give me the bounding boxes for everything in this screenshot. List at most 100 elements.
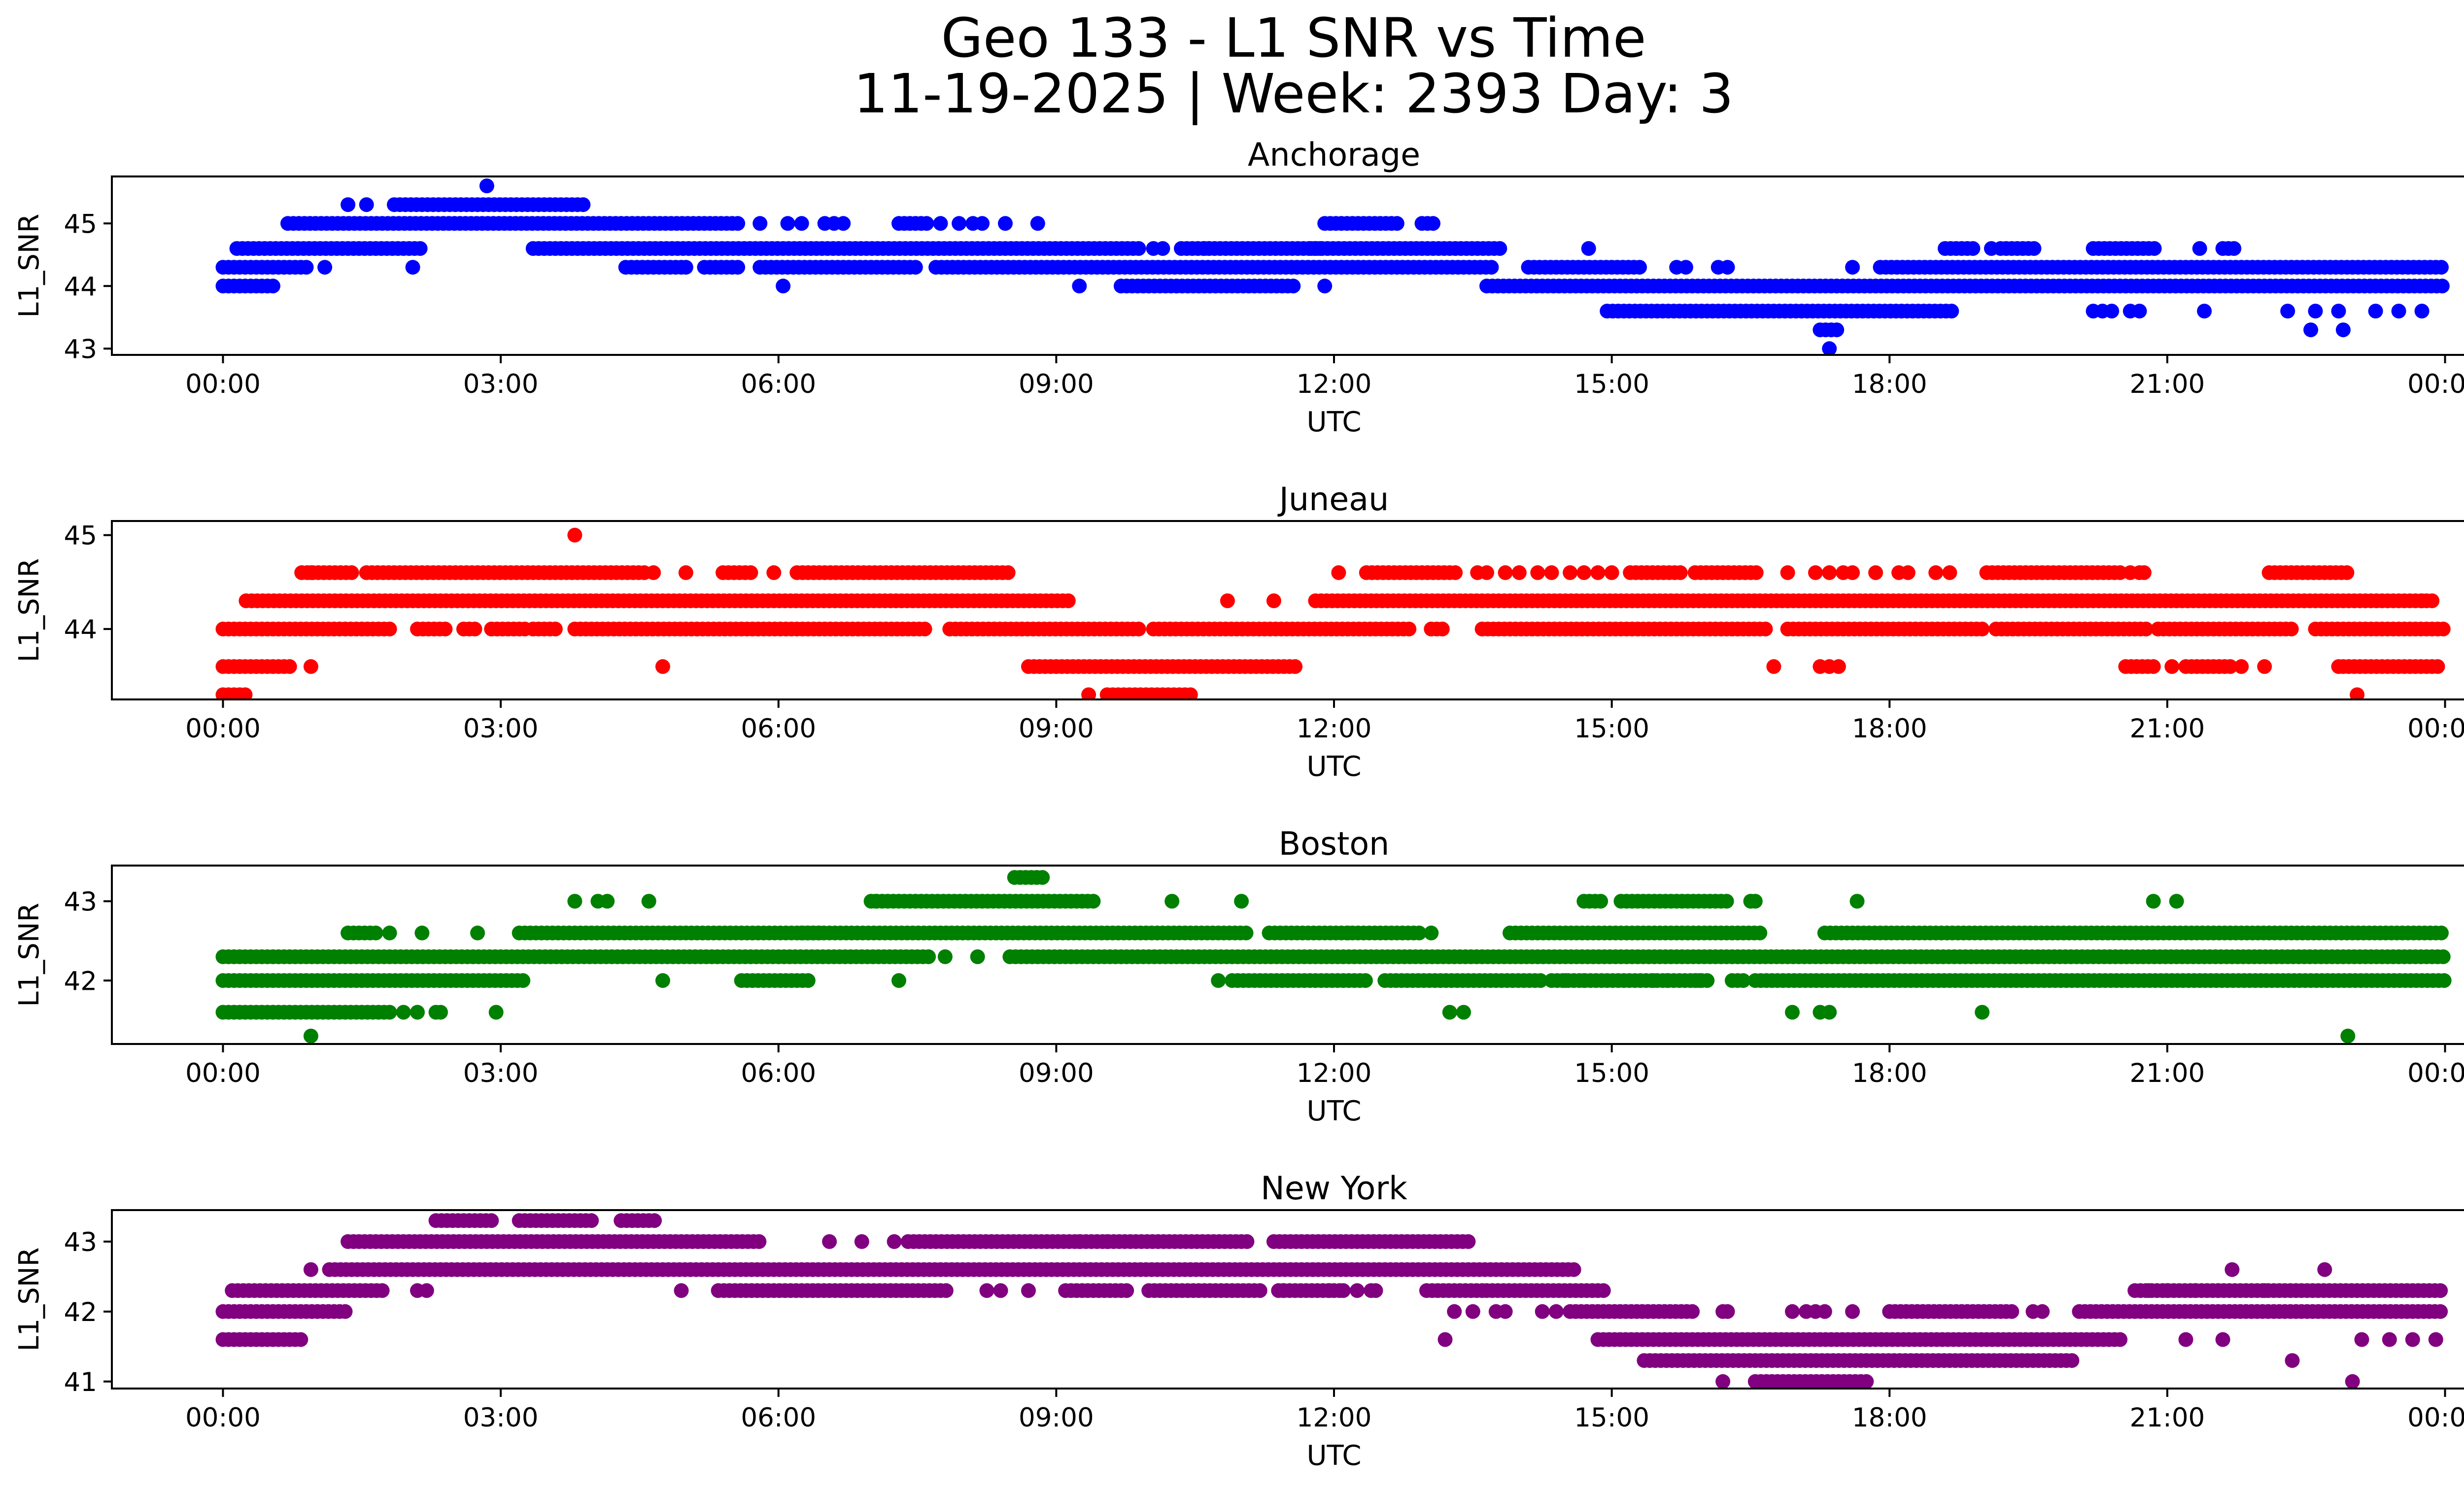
data-point bbox=[1845, 260, 1860, 275]
data-point bbox=[1220, 593, 1235, 608]
data-point bbox=[1544, 565, 1559, 580]
data-point bbox=[1183, 687, 1198, 699]
x-tick-label: 03:00 bbox=[463, 714, 539, 744]
data-point bbox=[1590, 565, 1606, 580]
x-tick-label: 06:00 bbox=[741, 714, 816, 744]
data-point bbox=[2331, 304, 2346, 319]
data-point bbox=[2434, 278, 2450, 294]
data-point bbox=[2147, 241, 2162, 256]
data-point bbox=[1942, 565, 1957, 580]
data-point bbox=[1808, 565, 1823, 580]
data-point bbox=[1581, 241, 1596, 256]
x-tick-label: 18:00 bbox=[1852, 714, 1927, 744]
data-point bbox=[2138, 622, 2154, 637]
y-axis-label: L1_SNR bbox=[13, 213, 45, 317]
data-point bbox=[375, 1283, 390, 1298]
data-point bbox=[2178, 1332, 2193, 1347]
subplot-grid: Anchorage 00:00 03:00 06:00 09:00 12:00 15:00 1… bbox=[13, 137, 2464, 1472]
data-point bbox=[800, 973, 816, 988]
x-tick-label: 09:00 bbox=[1019, 369, 1094, 399]
data-point bbox=[753, 216, 768, 231]
data-point bbox=[1437, 1332, 1453, 1347]
y-tick-label: 44 bbox=[64, 615, 97, 645]
x-tick-label: 00:00 bbox=[2407, 1403, 2464, 1433]
data-point bbox=[282, 659, 297, 674]
data-point bbox=[655, 659, 670, 674]
data-point bbox=[341, 197, 356, 212]
x-tick-label: 15:00 bbox=[1574, 369, 1649, 399]
data-point bbox=[1335, 1283, 1351, 1298]
data-point bbox=[1604, 565, 1619, 580]
data-point bbox=[2368, 304, 2383, 319]
data-point bbox=[238, 687, 253, 699]
data-point bbox=[2257, 1283, 2272, 1298]
data-point bbox=[1442, 1005, 1457, 1020]
data-point bbox=[917, 622, 932, 637]
data-point bbox=[1535, 1304, 1550, 1319]
data-point bbox=[1424, 925, 1439, 940]
x-tick-label: 12:00 bbox=[1297, 1403, 1372, 1433]
data-point bbox=[1340, 925, 1356, 940]
data-point bbox=[2428, 1332, 2443, 1347]
data-point bbox=[2026, 241, 2042, 256]
data-point bbox=[368, 925, 383, 940]
data-point bbox=[299, 260, 314, 275]
data-point bbox=[2164, 659, 2180, 674]
data-point bbox=[2280, 304, 2295, 319]
data-point bbox=[1081, 687, 1096, 699]
data-point bbox=[937, 949, 953, 964]
data-point bbox=[2435, 622, 2451, 637]
data-point bbox=[1719, 894, 1734, 909]
x-tick-label: 03:00 bbox=[463, 1058, 539, 1088]
y-tick-label: 43 bbox=[64, 887, 97, 917]
data-point bbox=[2197, 304, 2212, 319]
data-point bbox=[2234, 659, 2249, 674]
data-point bbox=[2226, 241, 2242, 256]
data-point bbox=[1239, 1234, 1255, 1249]
data-point bbox=[1785, 1304, 1800, 1319]
data-point bbox=[1944, 304, 1959, 319]
data-point bbox=[2350, 687, 2365, 699]
data-point bbox=[419, 1283, 434, 1298]
data-point bbox=[780, 216, 795, 231]
data-point bbox=[1566, 1262, 1581, 1277]
data-point bbox=[2146, 659, 2161, 674]
data-point bbox=[1975, 1005, 1990, 1020]
data-point bbox=[303, 1262, 318, 1277]
subplot-juneau: Juneau 00:00 03:00 06:00 09:00 12:00 15:00 18:0… bbox=[13, 481, 2464, 783]
data-point bbox=[993, 1283, 1008, 1298]
data-point bbox=[2405, 1332, 2420, 1347]
data-point bbox=[1238, 925, 1254, 940]
x-tick-label: 00:00 bbox=[185, 1403, 261, 1433]
data-point bbox=[2224, 1262, 2240, 1277]
data-point bbox=[1331, 565, 1346, 580]
data-point bbox=[1389, 216, 1404, 231]
data-point bbox=[1829, 322, 1845, 338]
data-point bbox=[854, 1234, 869, 1249]
data-point bbox=[1831, 659, 1846, 674]
data-point bbox=[359, 197, 374, 212]
data-point bbox=[2141, 1283, 2156, 1298]
x-tick-label: 03:00 bbox=[463, 1403, 539, 1433]
data-point bbox=[293, 1332, 308, 1347]
data-point bbox=[1456, 1005, 1471, 1020]
data-point bbox=[1849, 894, 1865, 909]
subplot-new-york: New York 00:00 03:00 06:00 09:00 12:00 15:00 18… bbox=[13, 1170, 2464, 1472]
data-point bbox=[1868, 565, 1883, 580]
data-point bbox=[919, 216, 934, 231]
data-point bbox=[730, 260, 746, 275]
data-point bbox=[1492, 241, 1507, 256]
data-point bbox=[479, 178, 494, 194]
data-point bbox=[1720, 260, 1735, 275]
data-point bbox=[2436, 973, 2452, 988]
data-point bbox=[1461, 1234, 1476, 1249]
data-point bbox=[1131, 241, 1146, 256]
data-point bbox=[2331, 659, 2346, 674]
data-point bbox=[317, 260, 333, 275]
data-point bbox=[2284, 622, 2299, 637]
x-tick-label: 00:00 bbox=[185, 714, 261, 744]
y-tick-label: 42 bbox=[64, 1297, 97, 1327]
data-point bbox=[1845, 565, 1860, 580]
x-tick-label: 06:00 bbox=[741, 369, 816, 399]
x-tick-label: 21:00 bbox=[2130, 369, 2205, 399]
